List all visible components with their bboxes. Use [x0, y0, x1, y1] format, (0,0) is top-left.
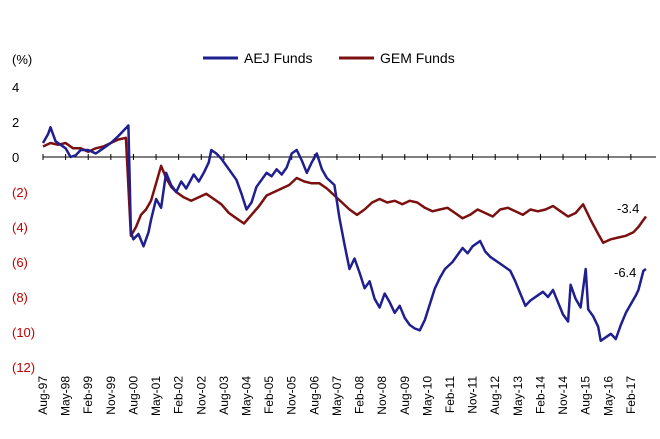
series-layer [41, 124, 648, 343]
y-tick-label: (10) [12, 325, 35, 340]
series-line-aej-funds [41, 124, 647, 343]
y-tick-label: 0 [12, 150, 19, 165]
x-tick-label: May-01 [149, 376, 163, 416]
x-tick-label: Feb-11 [443, 376, 457, 413]
legend-label-gem: GEM Funds [380, 50, 455, 66]
y-tick-label: 2 [12, 115, 19, 130]
x-tick-label: Aug-97 [36, 376, 50, 415]
x-tick-label: Nov-05 [285, 376, 299, 415]
x-tick-label: May-16 [601, 376, 615, 416]
y-tick-label: 4 [12, 80, 19, 95]
x-tick-label: May-10 [420, 376, 434, 416]
y-tick-label: (6) [12, 255, 28, 270]
x-tick-label: Nov-99 [104, 376, 118, 415]
x-tick-label: May-13 [511, 376, 525, 416]
x-tick-label: Aug-00 [126, 376, 140, 415]
y-axis-ticks: 4 2 0 (2) (4) (6) (8) (10) (12) [12, 80, 35, 375]
x-tick-label: Aug-15 [579, 376, 593, 415]
y-tick-label: (2) [12, 185, 28, 200]
x-tick-label: Feb-08 [353, 376, 367, 414]
x-tick-label: Feb-99 [81, 376, 95, 414]
x-tick-label: May-04 [239, 376, 253, 416]
y-tick-label: (4) [12, 220, 28, 235]
x-tick-label: Nov-14 [556, 376, 570, 415]
y-tick-label: (12) [12, 360, 35, 375]
x-tick-label: May-98 [59, 376, 73, 416]
x-axis-ticks: Aug-97 May-98 Feb-99 Nov-99 Aug-00 May-01 Feb-… [36, 154, 638, 416]
end-label-aej: -6.4 [614, 265, 636, 280]
legend-label-aej: AEJ Funds [244, 50, 312, 66]
x-tick-label: Feb-14 [533, 376, 547, 414]
x-tick-label: Aug-06 [307, 376, 321, 415]
y-axis-unit-label: (%) [12, 52, 32, 67]
y-tick-label: (8) [12, 290, 28, 305]
legend: AEJ Funds GEM Funds [203, 50, 455, 66]
x-tick-label: Feb-17 [624, 376, 638, 414]
x-tick-label: May-07 [330, 376, 344, 416]
x-tick-label: Aug-12 [488, 376, 502, 415]
x-tick-label: Nov-02 [194, 376, 208, 415]
x-tick-label: Aug-03 [217, 376, 231, 415]
series-line-gem-funds [42, 136, 648, 245]
x-tick-label: Feb-05 [262, 376, 276, 414]
x-tick-label: Aug-09 [398, 376, 412, 415]
x-tick-label: Nov-11 [466, 376, 480, 414]
x-tick-label: Nov-08 [375, 376, 389, 415]
end-label-gem: -3.4 [617, 201, 639, 216]
x-tick-label: Feb-02 [172, 376, 186, 414]
